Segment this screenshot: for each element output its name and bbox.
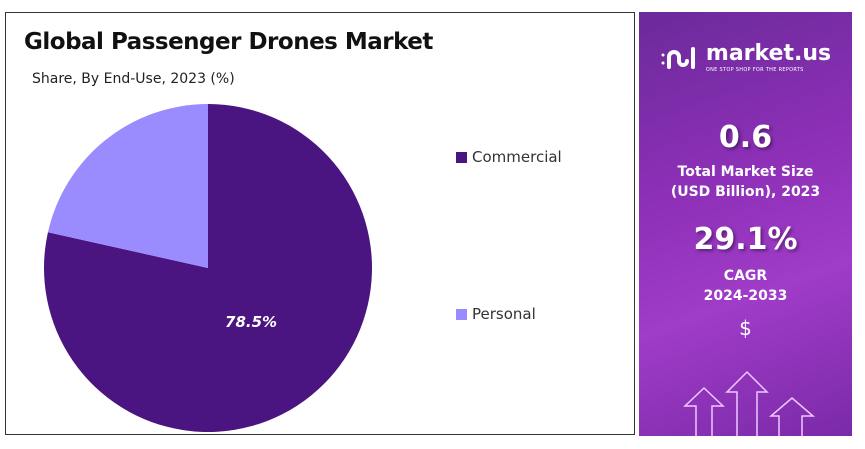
market-size-label-1: Total Market Size [677,164,814,180]
growth-arrows-icon [683,370,816,436]
cagr-label-1: CAGR [723,268,768,284]
chart-frame [5,12,635,435]
dollar-icon: $ [739,316,752,340]
legend-swatch [456,151,467,163]
logo-icon [661,47,695,69]
legend-item-personal: Personal [456,305,536,323]
market-size-value: 0.6 [718,120,773,155]
legend-swatch [456,308,467,320]
logo-tagline: ONE STOP SHOP FOR THE REPORTS [705,67,804,73]
legend-item-commercial: Commercial [456,148,562,166]
pie-chart: 78.5% [43,104,372,433]
chart-title: Global Passenger Drones Market [24,29,433,55]
pie-slice-personal [47,104,209,268]
market-us-logo: market.us ONE STOP SHOP FOR THE REPORTS [660,42,831,74]
legend-label: Commercial [472,148,562,166]
cagr-label-2: 2024-2033 [703,288,788,304]
chart-subtitle: Share, By End-Use, 2023 (%) [32,71,235,87]
cagr-value: 29.1% [693,222,798,257]
legend-label: Personal [472,305,536,323]
logo-name: market.us [705,41,832,66]
market-size-label-2: (USD Billion), 2023 [670,184,821,200]
data-label: 78.5% [225,313,277,331]
summary-panel: market.us ONE STOP SHOP FOR THE REPORTS … [639,12,852,436]
